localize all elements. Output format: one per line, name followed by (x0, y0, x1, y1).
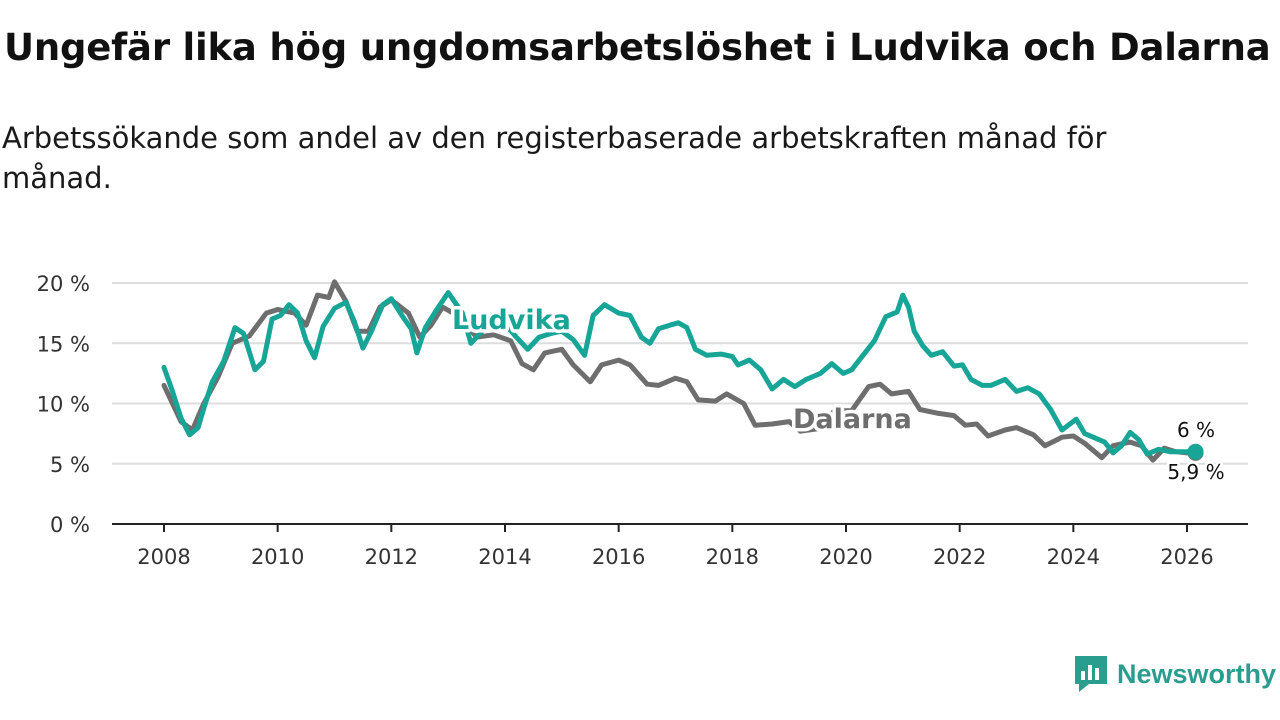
end-dot-ludvika (1187, 443, 1204, 460)
x-tick-label: 2026 (1160, 545, 1213, 569)
x-tick-label: 2018 (706, 545, 759, 569)
series-label-ludvika: Ludvika (452, 305, 571, 336)
x-tick-label: 2020 (819, 545, 872, 569)
x-tick-label: 2024 (1047, 545, 1100, 569)
x-tick-label: 2014 (478, 545, 531, 569)
y-tick-label: 10 % (37, 393, 90, 417)
series-line-dalarna (161, 279, 1198, 463)
y-tick-label: 20 % (37, 272, 90, 296)
y-tick-label: 15 % (37, 332, 90, 356)
brand-name: Newsworthy (1116, 658, 1276, 689)
gridlines (112, 282, 1248, 532)
series-labels: Dalarna Ludvika 5,9 % 6 % (449, 302, 1228, 487)
x-axis-tick-labels: 2008 2010 2012 2014 2016 2018 2020 2022 2024 2026 (137, 545, 1213, 569)
end-value-label-ludvika: 6 % (1177, 418, 1215, 442)
chart-title: Ungefär lika hög ungdomsarbetslöshet i L… (4, 26, 1271, 69)
series-label-dalarna: Dalarna (793, 404, 912, 435)
chart-subtitle: Arbetssökande som andel av den registerb… (2, 121, 1107, 195)
bar-chart-logo-icon (1074, 656, 1107, 692)
x-tick-label: 2012 (365, 545, 418, 569)
x-tick-label: 2016 (592, 545, 645, 569)
newsworthy-brand: Newsworthy (1073, 654, 1276, 694)
y-axis-tick-labels: 0 % 5 % 10 % 15 % 20 % (37, 272, 90, 537)
y-tick-label: 0 % (50, 513, 90, 537)
x-tick-label: 2022 (933, 545, 986, 569)
x-tick-label: 2008 (137, 545, 190, 569)
y-tick-label: 5 % (50, 453, 90, 477)
end-value-label-dalarna: 5,9 % (1167, 460, 1224, 484)
series-line-ludvika (161, 290, 1198, 457)
x-tick-label: 2010 (251, 545, 304, 569)
series-lines (161, 279, 1198, 463)
